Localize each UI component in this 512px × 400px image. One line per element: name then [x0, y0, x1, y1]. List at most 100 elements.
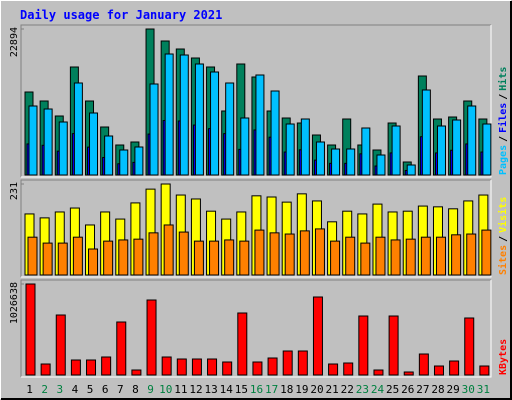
y-tick-label: 22894 — [9, 27, 20, 57]
bar — [207, 358, 218, 376]
bar — [210, 71, 220, 176]
x-tick-label: 30 — [462, 383, 475, 396]
x-tick-label: 10 — [159, 383, 172, 396]
bar — [482, 123, 492, 176]
bar — [148, 232, 159, 276]
bar — [40, 363, 51, 376]
x-tick-label: 19 — [295, 383, 308, 396]
x-tick-label: 2 — [41, 383, 48, 396]
x-tick-label: 11 — [174, 383, 187, 396]
panel-border-dark — [20, 24, 491, 177]
bar — [237, 312, 248, 376]
x-tick-label: 21 — [326, 383, 339, 396]
bar — [27, 236, 38, 276]
x-tick-label: 23 — [356, 383, 369, 396]
legend-separator: / — [498, 94, 509, 100]
x-tick-label: 18 — [280, 383, 293, 396]
bar — [118, 239, 129, 276]
bar — [164, 53, 174, 176]
bar — [451, 234, 462, 276]
bar — [161, 356, 172, 376]
bar — [146, 299, 157, 376]
y-tick-label: 1026638 — [9, 282, 20, 324]
bar — [55, 314, 66, 376]
bar — [86, 359, 97, 376]
bar — [134, 146, 144, 176]
bar — [328, 363, 339, 376]
bar — [57, 242, 68, 276]
x-tick-label: 25 — [386, 383, 399, 396]
bar — [178, 231, 189, 276]
legend-separator: / — [498, 136, 509, 142]
bar — [89, 112, 99, 176]
bar — [101, 356, 112, 376]
bar — [58, 121, 68, 176]
x-tick-label: 16 — [250, 383, 263, 396]
bar — [433, 365, 444, 376]
bar — [299, 230, 310, 276]
panel-border-light — [21, 25, 492, 178]
y-tick-label: 231 — [9, 182, 20, 200]
bar — [252, 361, 263, 376]
panel-border-dark — [20, 179, 491, 277]
legend-entry: Sites — [497, 245, 509, 275]
bar — [209, 240, 220, 276]
bar — [406, 164, 416, 176]
bar — [361, 127, 371, 176]
bar — [270, 90, 280, 176]
bar — [42, 242, 53, 276]
x-tick-label: 14 — [220, 383, 234, 396]
bar — [193, 240, 204, 276]
bar — [346, 148, 356, 176]
bar — [358, 315, 369, 376]
bar — [222, 361, 233, 376]
bar — [403, 371, 414, 376]
bar — [388, 315, 399, 376]
bar — [449, 360, 460, 376]
bar — [240, 117, 250, 176]
bar — [254, 229, 265, 276]
bar — [191, 358, 202, 376]
x-tick-label: 29 — [447, 383, 460, 396]
bar — [391, 125, 401, 176]
x-tick-label: 1 — [26, 383, 33, 396]
panel — [21, 280, 491, 377]
bar — [239, 240, 250, 276]
x-tick-label: 13 — [204, 383, 217, 396]
bar — [390, 239, 401, 276]
x-tick-label: 12 — [189, 383, 202, 396]
bar — [373, 369, 384, 376]
x-tick-label: 15 — [235, 383, 248, 396]
bar — [315, 141, 325, 176]
bar — [331, 148, 341, 176]
x-tick-label: 27 — [416, 383, 429, 396]
bar — [343, 362, 354, 376]
bar — [70, 359, 81, 376]
bar — [285, 123, 295, 176]
panel-border-light — [21, 280, 492, 378]
legend-entry: Pages — [498, 145, 509, 175]
bar — [116, 321, 127, 376]
panel-border-light — [21, 180, 492, 278]
bar — [104, 135, 114, 176]
bar — [436, 125, 446, 176]
bar — [405, 238, 416, 276]
x-tick-label: 3 — [57, 383, 64, 396]
bar — [421, 89, 431, 176]
bar — [255, 74, 265, 176]
x-tick-label: 17 — [265, 383, 278, 396]
bar — [466, 233, 477, 276]
bar — [269, 232, 280, 276]
bar — [481, 229, 492, 276]
bar — [420, 236, 431, 276]
bar — [418, 353, 429, 376]
x-tick-label: 26 — [401, 383, 414, 396]
bar — [467, 105, 477, 176]
bar — [43, 108, 53, 176]
bar — [282, 350, 293, 376]
x-tick-label: 31 — [477, 383, 490, 396]
x-tick-label: 9 — [147, 383, 154, 396]
